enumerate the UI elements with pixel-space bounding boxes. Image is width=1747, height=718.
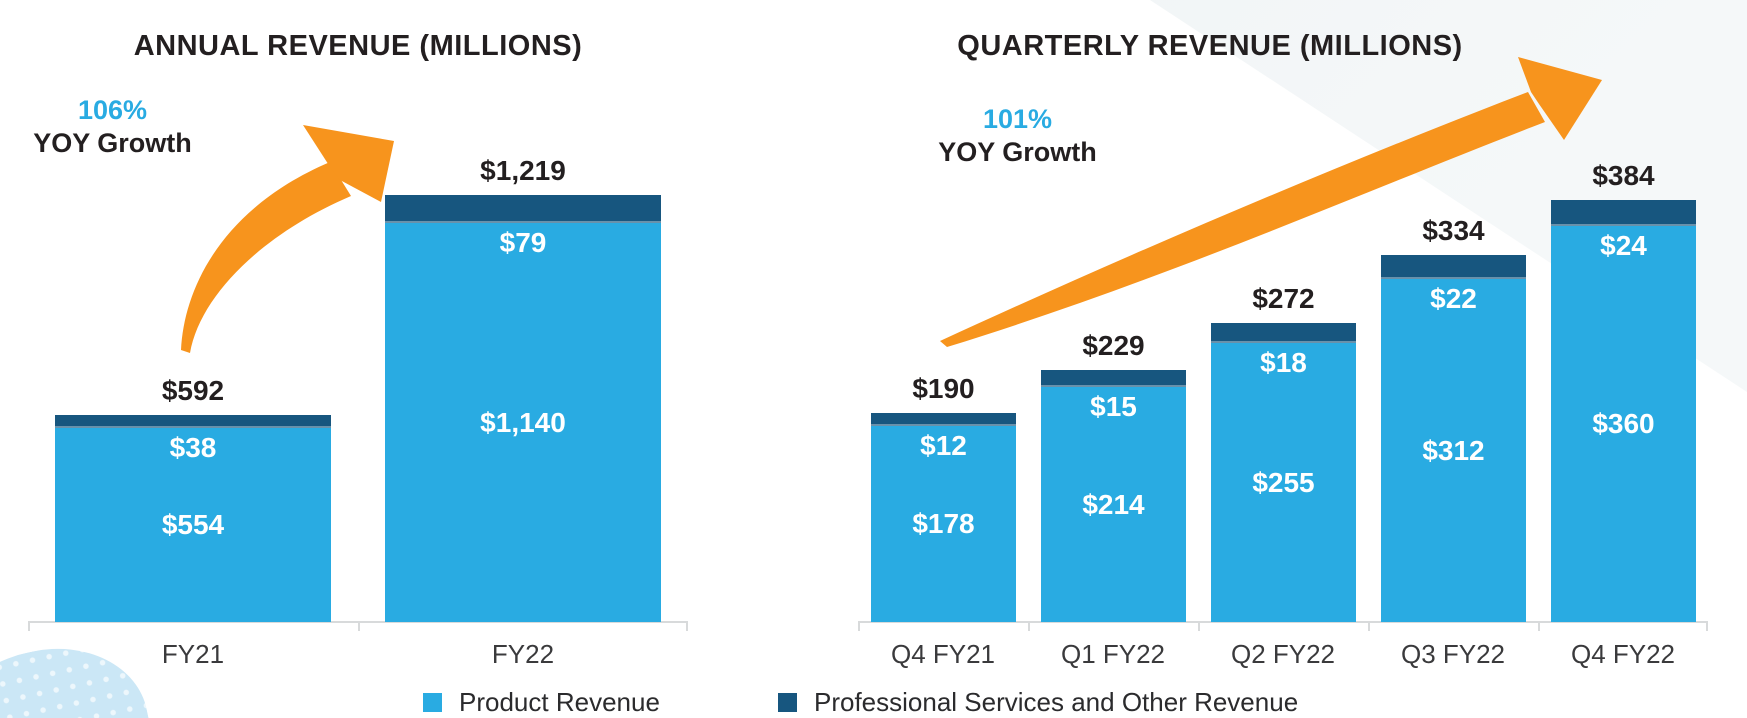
x-axis-category-label: Q4 FY21 xyxy=(890,639,996,669)
annual-chart-title: ANNUAL REVENUE (MILLIONS) xyxy=(133,30,583,62)
bar-total-label: $272 xyxy=(1252,283,1315,314)
x-axis-category-label: FY22 xyxy=(491,639,555,669)
x-axis-tick xyxy=(686,621,688,631)
product-value-label: $360 xyxy=(1592,408,1655,439)
services-value-label: $79 xyxy=(499,227,547,258)
bar-segment-product: $38 $554 xyxy=(55,428,331,622)
bar-total-label: $229 xyxy=(1082,330,1145,361)
x-axis-tick xyxy=(858,621,860,631)
services-value-label: $12 xyxy=(920,430,967,461)
x-axis-tick xyxy=(1198,621,1200,631)
bar-total-label: $334 xyxy=(1422,215,1485,246)
stacked-bar-fy21: $592 $38 $554 xyxy=(55,375,331,622)
bar-segment-services xyxy=(1381,255,1526,279)
bar-segment-services xyxy=(385,195,661,223)
stacked-bar-q1-fy22: $229 $15 $214 xyxy=(1041,330,1186,622)
stacked-bar-q4-fy22: $384 $24 $360 xyxy=(1551,160,1696,622)
bar-total-label: $592 xyxy=(161,375,225,406)
bar-segment-product: $22 $312 xyxy=(1381,279,1526,622)
x-axis-tick xyxy=(1028,621,1030,631)
product-value-label: $312 xyxy=(1422,434,1485,466)
services-value-label: $22 xyxy=(1430,283,1477,314)
legend-swatch-services xyxy=(778,693,797,712)
legend-item-product-revenue: Product Revenue xyxy=(423,687,660,718)
bar-segment-product: $15 $214 xyxy=(1041,387,1186,622)
bar-segment-services xyxy=(1551,200,1696,226)
product-value-label: $554 xyxy=(161,509,225,540)
quarterly-growth-percent: 101% xyxy=(982,104,1053,134)
bar-segment-services xyxy=(55,415,331,428)
x-axis-category-label: Q2 FY22 xyxy=(1230,639,1336,669)
product-value-label: $255 xyxy=(1252,466,1315,498)
product-value-label: $1,140 xyxy=(480,406,566,438)
x-axis-category-label: FY21 xyxy=(161,639,225,669)
quarterly-yoy-growth: 101% YOY Growth xyxy=(930,103,1105,169)
product-value-label: $178 xyxy=(912,508,975,539)
annual-growth-arrow-icon xyxy=(181,125,394,353)
x-axis-line xyxy=(858,621,1708,623)
bar-segment-product: $24 $360 xyxy=(1551,226,1696,622)
x-axis-tick xyxy=(1538,621,1540,631)
annual-yoy-growth: 106% YOY Growth xyxy=(25,94,200,160)
quarterly-growth-label: YOY Growth xyxy=(938,136,1097,167)
legend-label-product: Product Revenue xyxy=(459,687,660,717)
stacked-bar-q2-fy22: $272 $18 $255 xyxy=(1211,283,1356,622)
x-axis-category-label: Q3 FY22 xyxy=(1400,639,1506,669)
x-axis-tick xyxy=(358,621,360,631)
product-value-label: $214 xyxy=(1082,488,1145,520)
services-value-label: $15 xyxy=(1090,391,1137,422)
background-shape-blue-blob xyxy=(0,630,166,718)
services-value-label: $38 xyxy=(169,432,217,463)
legend-swatch-product xyxy=(423,693,442,712)
bar-segment-product: $12 $178 xyxy=(871,426,1016,622)
bar-total-label: $190 xyxy=(912,373,975,404)
x-axis-tick xyxy=(28,621,30,631)
annual-growth-percent: 106% xyxy=(77,95,148,125)
stacked-bar-q4-fy21: $190 $12 $178 xyxy=(871,373,1016,622)
x-axis-tick xyxy=(1368,621,1370,631)
bar-segment-services xyxy=(1211,323,1356,343)
stacked-bar-q3-fy22: $334 $22 $312 xyxy=(1381,215,1526,622)
stacked-bar-fy22: $1,219 $79 $1,140 xyxy=(385,155,661,622)
quarterly-chart-title: QUARTERLY REVENUE (MILLIONS) xyxy=(957,30,1463,62)
bar-total-label: $1,219 xyxy=(480,155,566,186)
legend-item-professional-services: Professional Services and Other Revenue xyxy=(778,687,1298,718)
services-value-label: $18 xyxy=(1260,347,1307,378)
bar-segment-product: $79 $1,140 xyxy=(385,223,661,622)
legend-label-services: Professional Services and Other Revenue xyxy=(814,687,1299,717)
bar-segment-services xyxy=(1041,370,1186,387)
x-axis-category-label: Q4 FY22 xyxy=(1570,639,1676,669)
x-axis-category-label: Q1 FY22 xyxy=(1060,639,1166,669)
bar-total-label: $384 xyxy=(1592,160,1655,191)
x-axis-tick xyxy=(1706,621,1708,631)
bar-segment-product: $18 $255 xyxy=(1211,343,1356,622)
services-value-label: $24 xyxy=(1600,230,1647,261)
annual-growth-label: YOY Growth xyxy=(33,127,192,158)
bar-segment-services xyxy=(871,413,1016,426)
